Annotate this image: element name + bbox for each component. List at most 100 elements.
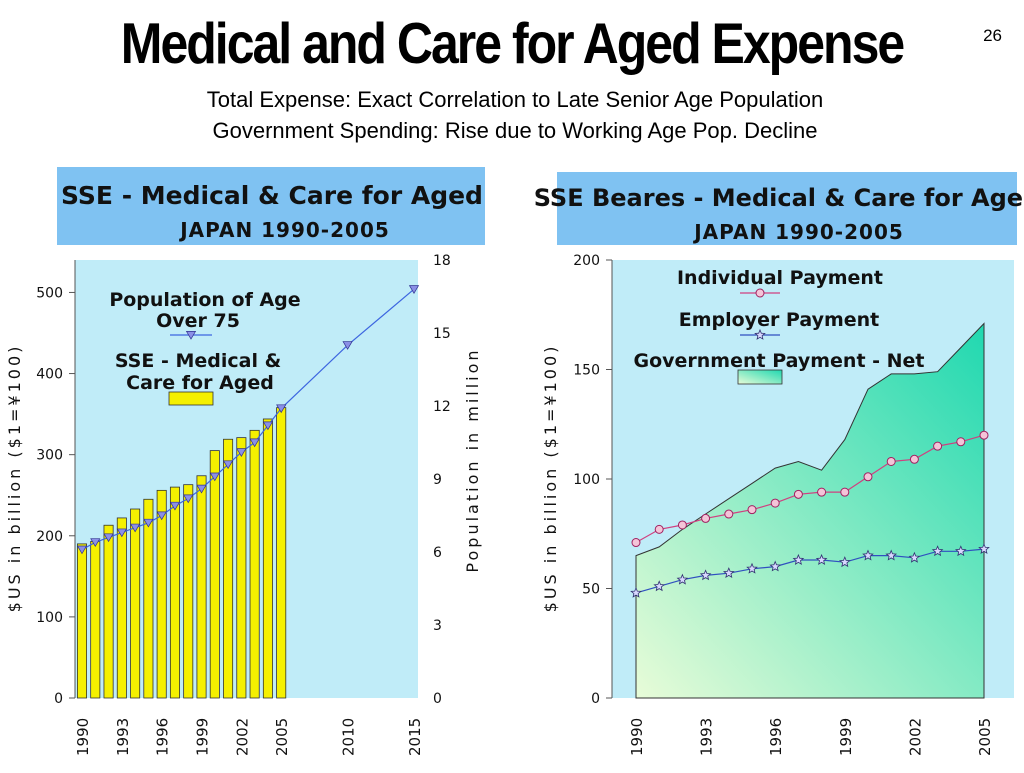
- bar-sse-1997: [169, 486, 180, 699]
- subtitle-total-expense: Total Expense: Exact Correlation to Late…: [206, 87, 824, 112]
- sse-medical-care-chart: SSE - Medical & Care for Aged JAPAN 1990-…: [0, 160, 512, 768]
- individual-marker-2001: [886, 456, 896, 466]
- x-tick-label: 1990: [74, 718, 92, 756]
- bar-sse-1994: [130, 508, 141, 699]
- bar-sse-1998: [183, 484, 194, 699]
- y-tick-label: 400: [36, 367, 63, 383]
- population-marker-1994: [130, 523, 141, 533]
- employer-marker-1997: [792, 553, 805, 565]
- x-tick-label: 2002: [906, 718, 924, 756]
- x-tick-label: 2005: [976, 718, 994, 756]
- population-marker-2004: [262, 421, 274, 431]
- y-tick-label: 0: [54, 691, 63, 707]
- bar-sse-1990: [77, 543, 88, 699]
- sse-bearers-chart-svg: SSE Beares - Medical & Care for Aged JAPA…: [534, 172, 1024, 756]
- individual-marker-2005: [979, 430, 989, 440]
- employer-marker-1990: [630, 586, 642, 598]
- population-marker-1999: [196, 484, 207, 494]
- legend-label-sse-line1: SSE - Medical &: [115, 350, 281, 372]
- individual-marker-1993: [701, 513, 711, 523]
- y-tick-label: 100: [573, 472, 600, 488]
- employer-marker-1999: [838, 556, 851, 568]
- y2-tick-label: 3: [433, 618, 442, 634]
- population-marker-1997: [169, 501, 181, 511]
- population-marker-1990: [76, 545, 88, 555]
- population-marker-1992: [103, 533, 114, 543]
- population-marker-1998: [183, 494, 194, 504]
- legend-population-marker: [185, 331, 197, 340]
- x-tick-label: 1999: [837, 718, 855, 756]
- legend-government-swatch: [737, 369, 783, 385]
- population-marker-2003: [249, 438, 260, 448]
- bar-sse-2004: [262, 418, 273, 699]
- chart-title-banner: [557, 172, 1017, 245]
- population-marker-1991: [90, 538, 101, 548]
- employer-marker-2002: [908, 551, 921, 563]
- y2-tick-label: 18: [433, 253, 451, 269]
- individual-marker-1990: [631, 538, 641, 548]
- x-tick-label: 1999: [194, 718, 212, 756]
- chart-title: SSE - Medical & Care for Aged: [61, 181, 483, 210]
- y-tick-label: 500: [36, 285, 63, 301]
- bar-sse-2001: [223, 438, 234, 699]
- employer-marker-2001: [885, 549, 898, 561]
- x-tick-label: 1996: [767, 718, 785, 756]
- y2-tick-label: 6: [433, 545, 442, 561]
- y-tick-label: 0: [591, 691, 600, 707]
- y-axis-title: $US in billion ($1=¥100): [541, 344, 560, 613]
- x-tick-label: 1990: [628, 718, 646, 756]
- population-marker-2001: [222, 460, 234, 470]
- x-tick-label: 1996: [154, 718, 172, 756]
- employer-marker-1994: [723, 567, 735, 579]
- bar-sse-1996: [156, 489, 167, 699]
- x-tick-label: 1993: [698, 718, 716, 756]
- y-axis-title: $US in billion ($1=¥100): [5, 344, 24, 613]
- bar-sse-2003: [249, 429, 260, 699]
- individual-marker-2000: [863, 472, 873, 482]
- individual-marker-1994: [724, 509, 734, 519]
- population-marker-1996: [156, 511, 167, 521]
- bar-sse-1993: [116, 517, 127, 699]
- individual-marker-2003: [933, 441, 943, 451]
- employer-marker-2004: [955, 545, 967, 557]
- population-marker-2002: [236, 448, 247, 457]
- individual-marker-1996: [770, 498, 780, 508]
- individual-marker-2002: [909, 454, 919, 464]
- employer-marker-1991: [653, 580, 666, 592]
- y-tick-label: 50: [582, 582, 600, 598]
- bar-sse-2000: [209, 450, 220, 699]
- legend-employer-marker: [754, 328, 766, 340]
- legend-label-population-line2: Over 75: [156, 310, 240, 332]
- bar-sse-1995: [143, 498, 154, 699]
- legend-label-population-line1: Population of Age: [109, 289, 300, 311]
- employer-marker-1996: [769, 560, 782, 572]
- population-marker-2000: [209, 472, 220, 482]
- employer-payment-line: [635, 548, 985, 594]
- individual-marker-1995: [747, 505, 757, 515]
- sse-bearers-chart: SSE Beares - Medical & Care for Aged JAPA…: [512, 160, 1024, 768]
- chart-title-banner: [57, 167, 485, 245]
- x-tick-label: 2010: [340, 718, 358, 756]
- population-marker-1995: [143, 518, 154, 528]
- employer-marker-1995: [746, 562, 758, 574]
- employer-marker-1993: [699, 569, 712, 581]
- y-tick-label: 200: [573, 253, 600, 269]
- slide-title: Medical and Care for Aged Expense: [120, 11, 905, 76]
- y2-tick-label: 0: [433, 691, 442, 707]
- x-tick-label: 1993: [114, 718, 132, 756]
- bar-sse-1992: [103, 524, 114, 699]
- individual-marker-1998: [817, 487, 827, 497]
- population-marker-2005: [276, 404, 287, 414]
- chart-title: SSE Beares - Medical & Care for Aged: [534, 184, 1024, 212]
- employer-marker-2000: [862, 549, 874, 561]
- legend-sse-swatch: [168, 391, 214, 406]
- x-tick-label: 2002: [233, 718, 251, 756]
- individual-marker-1997: [793, 489, 803, 499]
- individual-marker-2004: [956, 437, 966, 447]
- legend-individual-marker: [755, 288, 765, 298]
- bar-sse-1991: [90, 541, 101, 699]
- employer-marker-2005: [978, 543, 990, 554]
- page-number: 26: [983, 26, 1002, 45]
- employer-marker-1992: [676, 573, 689, 585]
- individual-marker-1999: [840, 487, 850, 497]
